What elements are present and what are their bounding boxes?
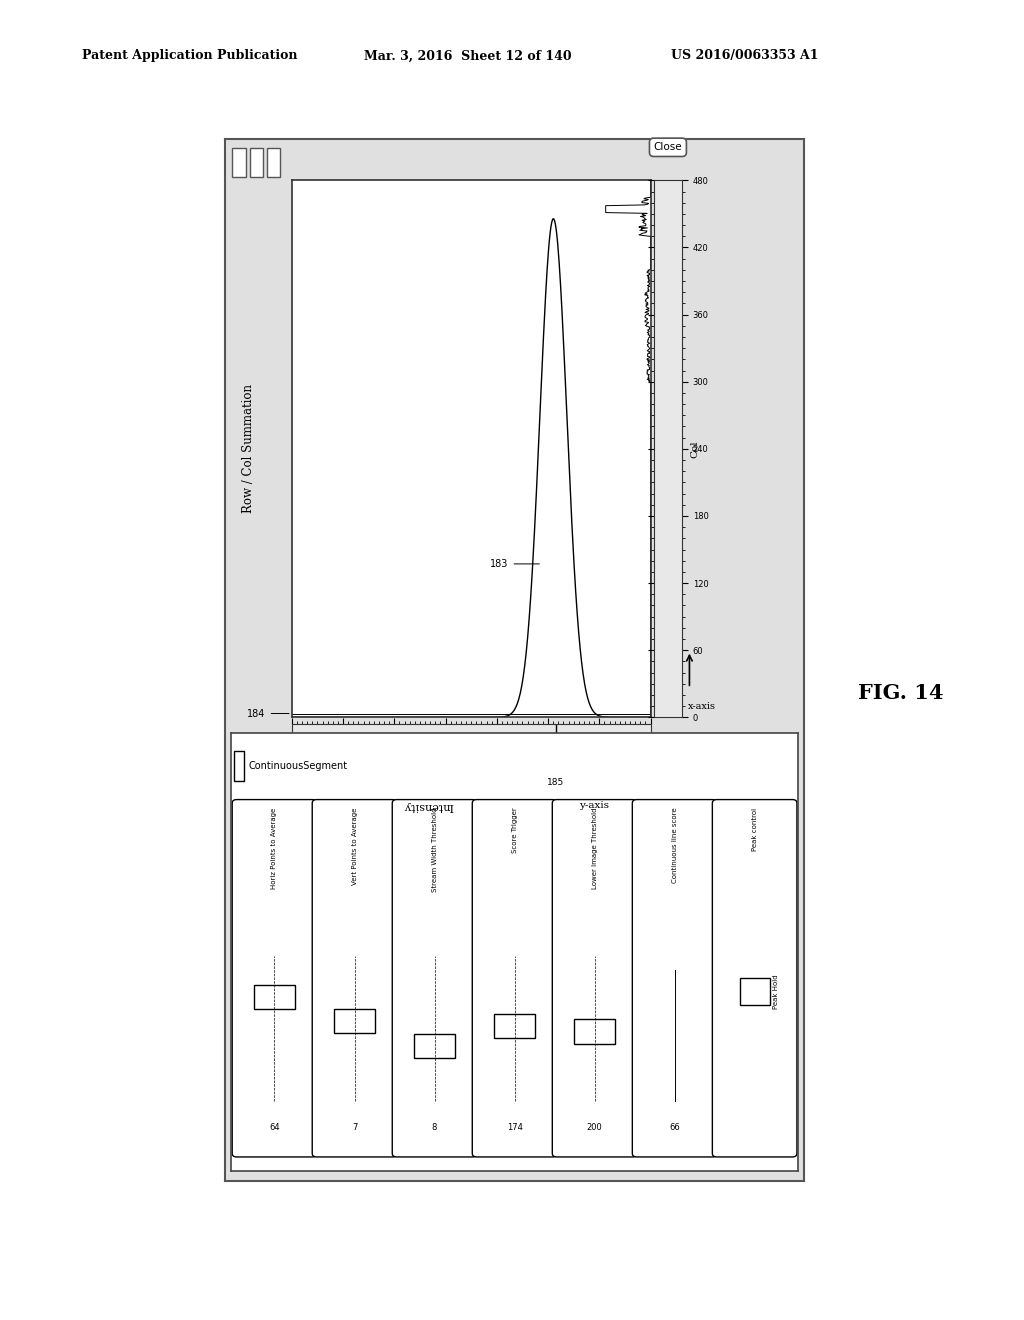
Text: Lower Image Threshold: Lower Image Threshold (592, 808, 598, 888)
FancyBboxPatch shape (392, 800, 477, 1156)
Text: Close: Close (653, 143, 682, 152)
Text: US 2016/0063353 A1: US 2016/0063353 A1 (671, 49, 818, 62)
Text: FIG. 14: FIG. 14 (858, 682, 944, 704)
Text: Peak control: Peak control (752, 808, 758, 850)
FancyBboxPatch shape (472, 800, 557, 1156)
Text: 8: 8 (432, 1123, 437, 1131)
Text: Row / Col Summation: Row / Col Summation (243, 384, 255, 513)
Bar (414, 1034, 456, 1059)
Text: Patent Application Publication: Patent Application Publication (82, 49, 297, 62)
Bar (250, 148, 263, 177)
Text: 185: 185 (547, 777, 564, 787)
Text: 7: 7 (352, 1123, 357, 1131)
Bar (232, 148, 246, 177)
Text: 184: 184 (247, 709, 289, 718)
Bar (233, 751, 244, 781)
Text: Horiz Points to Average: Horiz Points to Average (271, 808, 278, 888)
Text: Stream Width Threshold: Stream Width Threshold (431, 808, 437, 892)
Text: x-axis: x-axis (687, 702, 716, 710)
FancyBboxPatch shape (312, 800, 396, 1156)
Bar (573, 1019, 615, 1044)
Bar (739, 978, 770, 1005)
Text: Vert Points to Average: Vert Points to Average (351, 808, 357, 884)
Text: 183: 183 (490, 558, 540, 569)
Text: 66: 66 (670, 1123, 680, 1131)
Text: ContinuousSegment: ContinuousSegment (248, 760, 347, 771)
Bar (267, 148, 281, 177)
Bar (254, 985, 295, 1008)
Text: 64: 64 (269, 1123, 280, 1131)
FancyBboxPatch shape (633, 800, 717, 1156)
Text: 174: 174 (507, 1123, 522, 1131)
FancyBboxPatch shape (552, 800, 637, 1156)
Text: 200: 200 (587, 1123, 602, 1131)
Text: Mar. 3, 2016  Sheet 12 of 140: Mar. 3, 2016 Sheet 12 of 140 (364, 49, 571, 62)
Text: Intensity: Intensity (403, 800, 454, 810)
Text: Continuous line score: Continuous line score (672, 808, 678, 883)
Bar (334, 1010, 375, 1034)
Bar (494, 1014, 536, 1038)
Text: Score Trigger: Score Trigger (512, 808, 517, 853)
Text: Col: Col (690, 440, 699, 458)
Text: Peak Hold: Peak Hold (772, 974, 778, 1008)
FancyBboxPatch shape (713, 800, 797, 1156)
Text: y-axis: y-axis (579, 800, 609, 809)
FancyBboxPatch shape (232, 800, 316, 1156)
